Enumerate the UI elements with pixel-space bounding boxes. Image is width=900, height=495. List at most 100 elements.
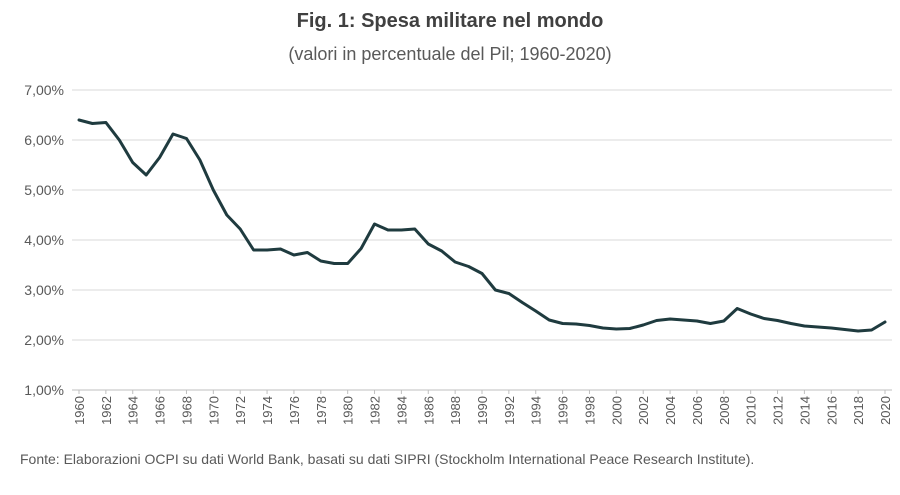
x-tick-label: 1984 [394, 396, 409, 425]
x-tick-label: 1976 [287, 396, 302, 425]
data-point [494, 288, 497, 292]
chart-title: Fig. 1: Spesa militare nel mondo [296, 10, 604, 32]
x-tick-label: 1982 [368, 396, 383, 425]
x-tick-label: 1966 [153, 396, 168, 425]
data-point [588, 324, 591, 327]
data-point [400, 228, 403, 232]
gridlines [72, 89, 892, 391]
series-group [77, 118, 887, 333]
data-point [615, 327, 618, 331]
data-point [655, 319, 658, 322]
data-point [292, 253, 296, 257]
data-point [333, 262, 336, 265]
data-point [386, 228, 390, 232]
data-point [682, 318, 685, 322]
data-point [695, 319, 699, 323]
data-point [480, 272, 484, 275]
data-point [722, 319, 725, 323]
data-point [642, 323, 645, 327]
x-tick-label: 1990 [475, 396, 490, 425]
data-point [548, 318, 551, 322]
data-point [373, 222, 376, 226]
x-tick-label: 2012 [771, 396, 786, 425]
data-point [279, 247, 282, 251]
data-point [346, 262, 349, 265]
x-tick-label: 1968 [179, 396, 194, 425]
data-point [803, 324, 806, 328]
data-point [427, 242, 430, 246]
data-point [467, 265, 470, 268]
source-note: Fonte: Elaborazioni OCPI su dati World B… [20, 451, 755, 467]
data-point [77, 118, 81, 122]
data-point [816, 325, 819, 329]
data-point [306, 251, 309, 254]
x-tick-label: 1986 [421, 396, 436, 425]
y-tick-label: 3,00% [24, 282, 64, 298]
x-tick-label: 1980 [341, 396, 356, 425]
x-tick-label: 2008 [717, 396, 732, 425]
data-point [709, 322, 712, 325]
data-point [225, 213, 228, 217]
x-tick-label: 1994 [529, 396, 544, 425]
y-tick-label: 5,00% [24, 182, 64, 198]
data-point [198, 158, 202, 162]
data-point [830, 326, 833, 330]
data-point [91, 122, 94, 125]
data-point [265, 248, 269, 252]
x-tick-label: 2010 [744, 396, 759, 425]
data-point [507, 292, 511, 295]
data-point [104, 121, 108, 124]
data-point [413, 227, 416, 231]
data-point [131, 161, 134, 164]
x-tick-label: 2004 [663, 396, 678, 425]
x-tick-label: 2018 [851, 396, 866, 425]
x-tick-label: 2002 [636, 396, 651, 425]
data-point [453, 260, 457, 264]
x-tick-label: 1964 [126, 396, 141, 425]
chart-subtitle: (valori in percentuale del Pil; 1960-202… [288, 44, 612, 64]
x-tick-label: 2014 [797, 396, 812, 425]
data-point [185, 137, 188, 140]
x-tick-label: 1972 [233, 396, 248, 425]
x-tick-label: 2000 [609, 396, 624, 425]
data-point [239, 227, 242, 231]
data-point [762, 317, 766, 320]
data-point [601, 326, 605, 330]
data-point [628, 327, 631, 330]
data-point [668, 317, 672, 321]
data-point [561, 322, 564, 325]
x-tick-label: 1998 [582, 396, 597, 425]
data-point [776, 319, 779, 322]
data-point [158, 156, 161, 159]
x-tick-label: 2006 [690, 396, 705, 425]
x-axis-ticks: 1960 1962 1964 1966 1968 1970 1972 1974 1976 1978… [72, 390, 893, 425]
x-tick-label: 1988 [448, 396, 463, 425]
data-point [359, 247, 363, 250]
data-point [843, 328, 846, 331]
data-point [319, 259, 322, 263]
y-tick-label: 6,00% [24, 132, 64, 148]
x-tick-label: 1970 [206, 396, 221, 425]
x-tick-label: 1978 [314, 396, 329, 425]
x-tick-label: 1962 [99, 396, 114, 425]
data-point [789, 322, 793, 325]
data-point [171, 132, 175, 136]
series-line [77, 118, 887, 333]
data-point [574, 322, 578, 326]
y-tick-label: 7,00% [24, 82, 64, 98]
data-point [212, 188, 215, 192]
line-chart: 1,00% 2,00% 3,00% 4,00% 5,00% 6,00% 7,00% 1960… [24, 82, 893, 425]
data-point [145, 173, 148, 177]
x-tick-label: 1960 [72, 396, 87, 425]
data-point [870, 328, 873, 332]
data-point [736, 307, 739, 310]
x-tick-label: 2016 [824, 396, 839, 425]
y-tick-label: 2,00% [24, 332, 64, 348]
x-tick-label: 1996 [556, 396, 571, 425]
y-tick-label: 1,00% [24, 382, 64, 398]
data-point [534, 309, 537, 313]
data-point [440, 249, 443, 253]
data-point [118, 138, 121, 142]
data-point [749, 312, 752, 316]
